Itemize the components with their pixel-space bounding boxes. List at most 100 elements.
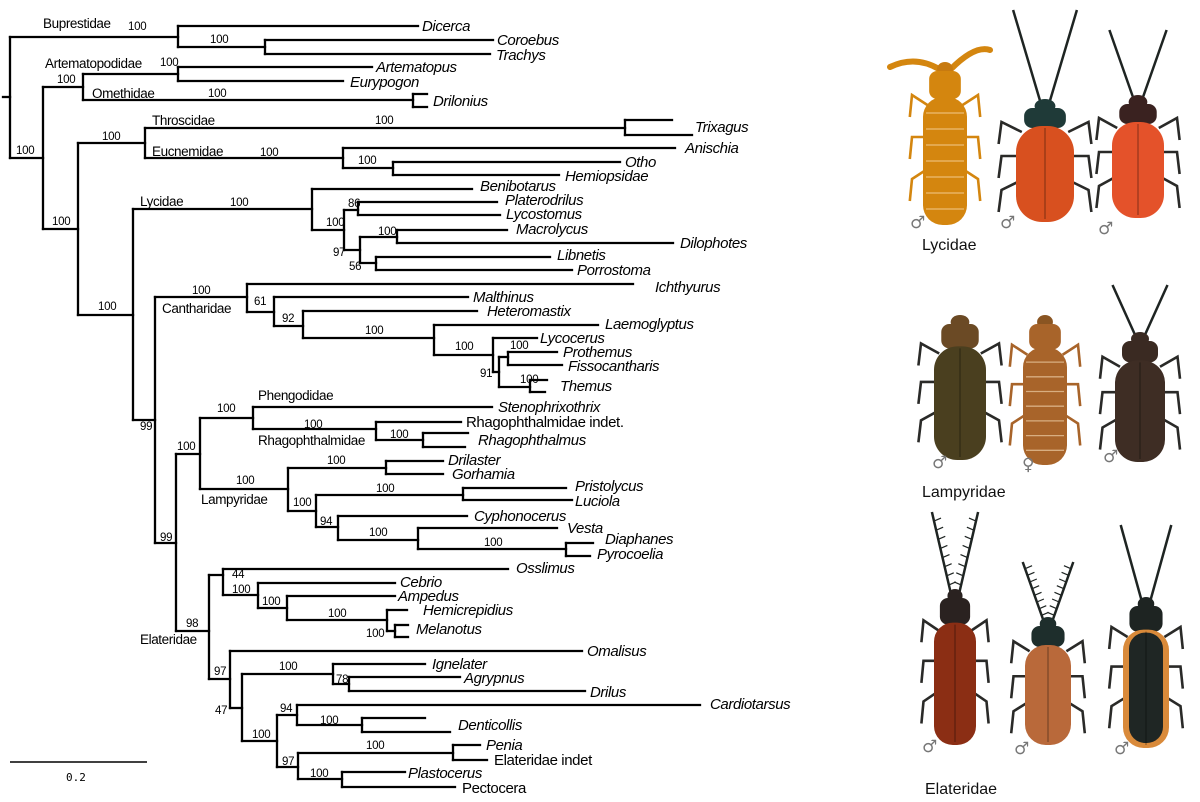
taxon-label: Cebrio bbox=[400, 574, 442, 591]
taxon-label: Drilus bbox=[590, 684, 627, 701]
leg bbox=[908, 167, 929, 202]
taxon-label: Lycostomus bbox=[506, 206, 583, 223]
antenna bbox=[1050, 561, 1075, 623]
taxon-label: Rhagophthalmus bbox=[478, 432, 587, 449]
head bbox=[1034, 99, 1056, 113]
antenna-branch bbox=[942, 554, 950, 559]
elytra bbox=[934, 622, 976, 745]
leg bbox=[971, 617, 990, 643]
leg bbox=[920, 617, 939, 643]
clade-label: Buprestidae bbox=[43, 16, 111, 31]
taxon-label: Ichthyurus bbox=[655, 279, 721, 296]
beetle-specimen-image bbox=[887, 46, 993, 225]
support-value: 86 bbox=[348, 198, 360, 210]
antenna bbox=[1111, 284, 1138, 338]
elytra bbox=[1023, 347, 1067, 465]
taxon-label: Drilaster bbox=[448, 452, 502, 469]
taxon-label: Libnetis bbox=[557, 247, 606, 264]
antenna-branch bbox=[1056, 585, 1065, 590]
elytra bbox=[1025, 645, 1071, 745]
antenna-branch bbox=[956, 572, 964, 577]
clade-label: Omethidae bbox=[92, 86, 154, 101]
support-value: 44 bbox=[232, 569, 245, 581]
antenna bbox=[1142, 284, 1169, 338]
leg bbox=[1158, 174, 1181, 209]
leg bbox=[917, 380, 940, 405]
support-value: 100 bbox=[102, 131, 120, 143]
support-value: 100 bbox=[208, 88, 226, 100]
antenna-branch bbox=[1058, 578, 1067, 583]
taxon-label: Gorhamia bbox=[452, 466, 515, 483]
leg bbox=[908, 135, 928, 160]
antenna bbox=[1148, 524, 1173, 603]
clade-label: Lampyridae bbox=[201, 492, 268, 507]
antenna bbox=[1021, 561, 1046, 623]
taxon-label: Elateridae indet bbox=[494, 752, 593, 769]
antenna-branch bbox=[1061, 571, 1069, 576]
taxon-label: Otho bbox=[625, 154, 656, 171]
leg bbox=[1163, 695, 1185, 729]
taxon-label: Penia bbox=[486, 737, 522, 754]
male-symbol: ♂ bbox=[1000, 213, 1015, 233]
taxon-label: Hemiopsidae bbox=[565, 168, 648, 185]
taxon-label: Denticollis bbox=[458, 717, 523, 734]
elytra bbox=[923, 97, 967, 225]
photo-panel-lampyridae: ♂ ♀ ♂ Lampyridae bbox=[917, 284, 1182, 501]
antenna-branch bbox=[935, 526, 944, 531]
taxon-label: Prothemus bbox=[563, 344, 633, 361]
leg bbox=[1107, 624, 1129, 650]
clade-label: Phengodidae bbox=[258, 388, 333, 403]
taxon-label: Pectocera bbox=[462, 780, 527, 797]
taxon-label: Macrolycus bbox=[516, 221, 589, 238]
antenna bbox=[957, 511, 980, 595]
leg bbox=[1008, 382, 1028, 407]
beetle-specimen-image bbox=[1095, 29, 1181, 218]
support-value: 100 bbox=[192, 285, 210, 297]
head bbox=[1037, 315, 1053, 329]
taxon-label: Diaphanes bbox=[605, 531, 674, 548]
support-value: 97 bbox=[214, 666, 226, 678]
head bbox=[937, 62, 953, 76]
antenna-branch bbox=[1063, 565, 1072, 570]
support-value: 100 bbox=[236, 475, 254, 487]
taxon-label: Ignelater bbox=[432, 656, 488, 673]
taxon-label: Lycocerus bbox=[540, 330, 605, 347]
leg bbox=[1066, 674, 1087, 699]
taxon-label: Platerodrilus bbox=[505, 192, 584, 209]
antenna-branch bbox=[966, 526, 975, 531]
antenna-branch bbox=[946, 572, 954, 577]
pronotum bbox=[941, 324, 979, 349]
taxon-label: Anischia bbox=[684, 140, 739, 157]
leg bbox=[1008, 412, 1029, 446]
leg bbox=[1068, 154, 1093, 179]
pronotum bbox=[1129, 606, 1163, 632]
support-value: 100 bbox=[252, 729, 270, 741]
taxon-label: Dicerca bbox=[422, 18, 470, 35]
clade-label: Lycidae bbox=[140, 194, 183, 209]
support-value: 100 bbox=[304, 419, 322, 431]
taxon-label: Luciola bbox=[575, 493, 620, 510]
antenna-branch bbox=[1054, 591, 1062, 596]
taxon-label: Benibotarus bbox=[480, 178, 557, 195]
taxon-label: Dilophotes bbox=[680, 235, 748, 252]
support-value: 100 bbox=[260, 147, 278, 159]
elytra bbox=[934, 346, 986, 460]
elytra bbox=[1016, 126, 1074, 222]
taxon-label: Cyphonocerus bbox=[474, 508, 567, 525]
antenna bbox=[887, 58, 942, 72]
taxon-label: Pristolycus bbox=[575, 478, 644, 495]
clade-label: Throscidae bbox=[152, 113, 215, 128]
leg bbox=[1008, 342, 1029, 367]
male-symbol: ♂ bbox=[1114, 739, 1129, 759]
support-value: 100 bbox=[455, 341, 473, 353]
antenna-branch bbox=[1031, 585, 1040, 590]
support-value: 100 bbox=[375, 115, 393, 127]
antenna-branch bbox=[958, 563, 966, 568]
leg bbox=[1061, 342, 1082, 367]
antenna-branch bbox=[1047, 611, 1055, 616]
support-value: 91 bbox=[480, 368, 492, 380]
leg bbox=[1061, 412, 1082, 446]
taxon-label: Osslimus bbox=[516, 560, 575, 577]
pronotum bbox=[1031, 626, 1065, 647]
photo-panel-lycidae: ♂ ♂ ♂ Lycidae bbox=[887, 9, 1181, 254]
